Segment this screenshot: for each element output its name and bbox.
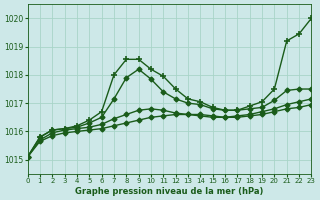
X-axis label: Graphe pression niveau de la mer (hPa): Graphe pression niveau de la mer (hPa) [75, 187, 264, 196]
